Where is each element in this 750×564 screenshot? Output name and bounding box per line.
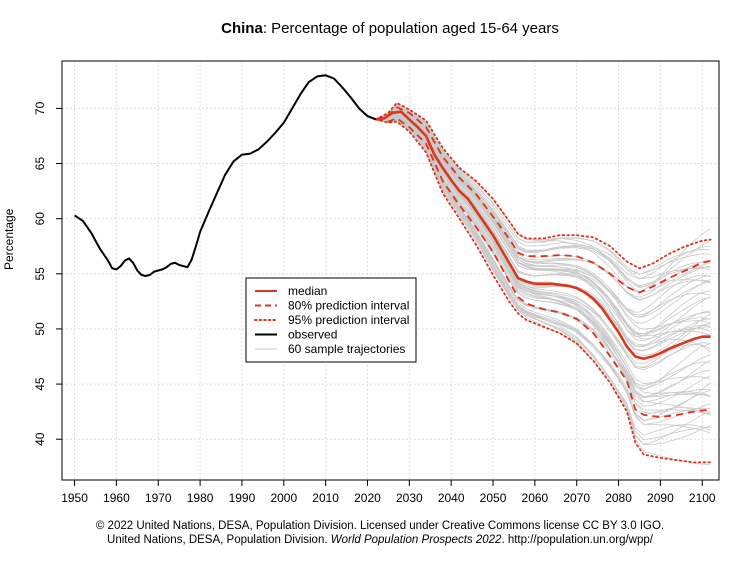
credit-line-2-publication: World Population Prospects 2022 <box>330 534 502 546</box>
y-tick-label: 70 <box>33 101 47 115</box>
x-tick-label: 2080 <box>605 491 632 505</box>
pi80-upper-line <box>375 106 711 294</box>
x-tick-label: 2050 <box>480 491 507 505</box>
credit-line-1: © 2022 United Nations, DESA, Population … <box>95 520 665 532</box>
chart-title-country: China <box>221 20 263 37</box>
sample-trajectory <box>375 119 711 446</box>
x-tick-label: 1970 <box>145 491 172 505</box>
sample-trajectory <box>375 119 711 441</box>
y-tick-label: 65 <box>33 157 47 171</box>
legend-label: median <box>288 284 327 298</box>
x-tick-label: 2020 <box>354 491 381 505</box>
x-tick-label: 2100 <box>689 491 716 505</box>
legend-label: 95% prediction interval <box>288 313 409 327</box>
y-tick-label: 60 <box>33 212 47 226</box>
credit-line-2: United Nations, DESA, Population Divisio… <box>0 534 750 546</box>
legend-label: 60 sample trajectories <box>288 342 405 356</box>
plot-frame <box>61 60 720 481</box>
pi95-lower-line <box>375 118 712 464</box>
observed-line <box>74 74 377 277</box>
x-tick-label: 1950 <box>61 491 88 505</box>
x-tick-label: 1990 <box>229 491 256 505</box>
sample-trajectory <box>375 104 711 293</box>
pi95-upper-line <box>375 102 712 270</box>
x-tick-label: 2030 <box>396 491 423 505</box>
sample-trajectory <box>375 114 711 391</box>
y-tick-label: 45 <box>33 377 47 391</box>
y-tick-label: 55 <box>33 267 47 281</box>
x-tick-label: 1980 <box>187 491 214 505</box>
y-tick-label: 50 <box>33 322 47 336</box>
credit-line-2-url: . http://population.un.org/wpp/ <box>501 534 653 546</box>
sample-trajectory <box>375 108 711 342</box>
x-tick-label: 2040 <box>438 491 465 505</box>
sample-trajectory <box>375 110 711 357</box>
legend-label: observed <box>288 328 337 342</box>
x-tick-label: 2000 <box>270 491 297 505</box>
legend-label: 80% prediction interval <box>288 299 409 313</box>
sample-trajectory <box>375 117 711 425</box>
chart-title-text: : Percentage of population aged 15-64 ye… <box>262 20 559 37</box>
x-tick-label: 2070 <box>563 491 590 505</box>
y-tick-label: 40 <box>33 432 47 446</box>
x-tick-label: 1960 <box>103 491 130 505</box>
x-tick-label: 2090 <box>647 491 674 505</box>
pi80-lower-line <box>375 117 711 418</box>
chart-title: China: Percentage of population aged 15-… <box>0 20 750 37</box>
credit-line-2-source: United Nations, DESA, Population Divisio… <box>107 534 331 546</box>
x-tick-label: 2060 <box>522 491 549 505</box>
median-line <box>375 110 711 360</box>
x-tick-label: 2010 <box>312 491 339 505</box>
